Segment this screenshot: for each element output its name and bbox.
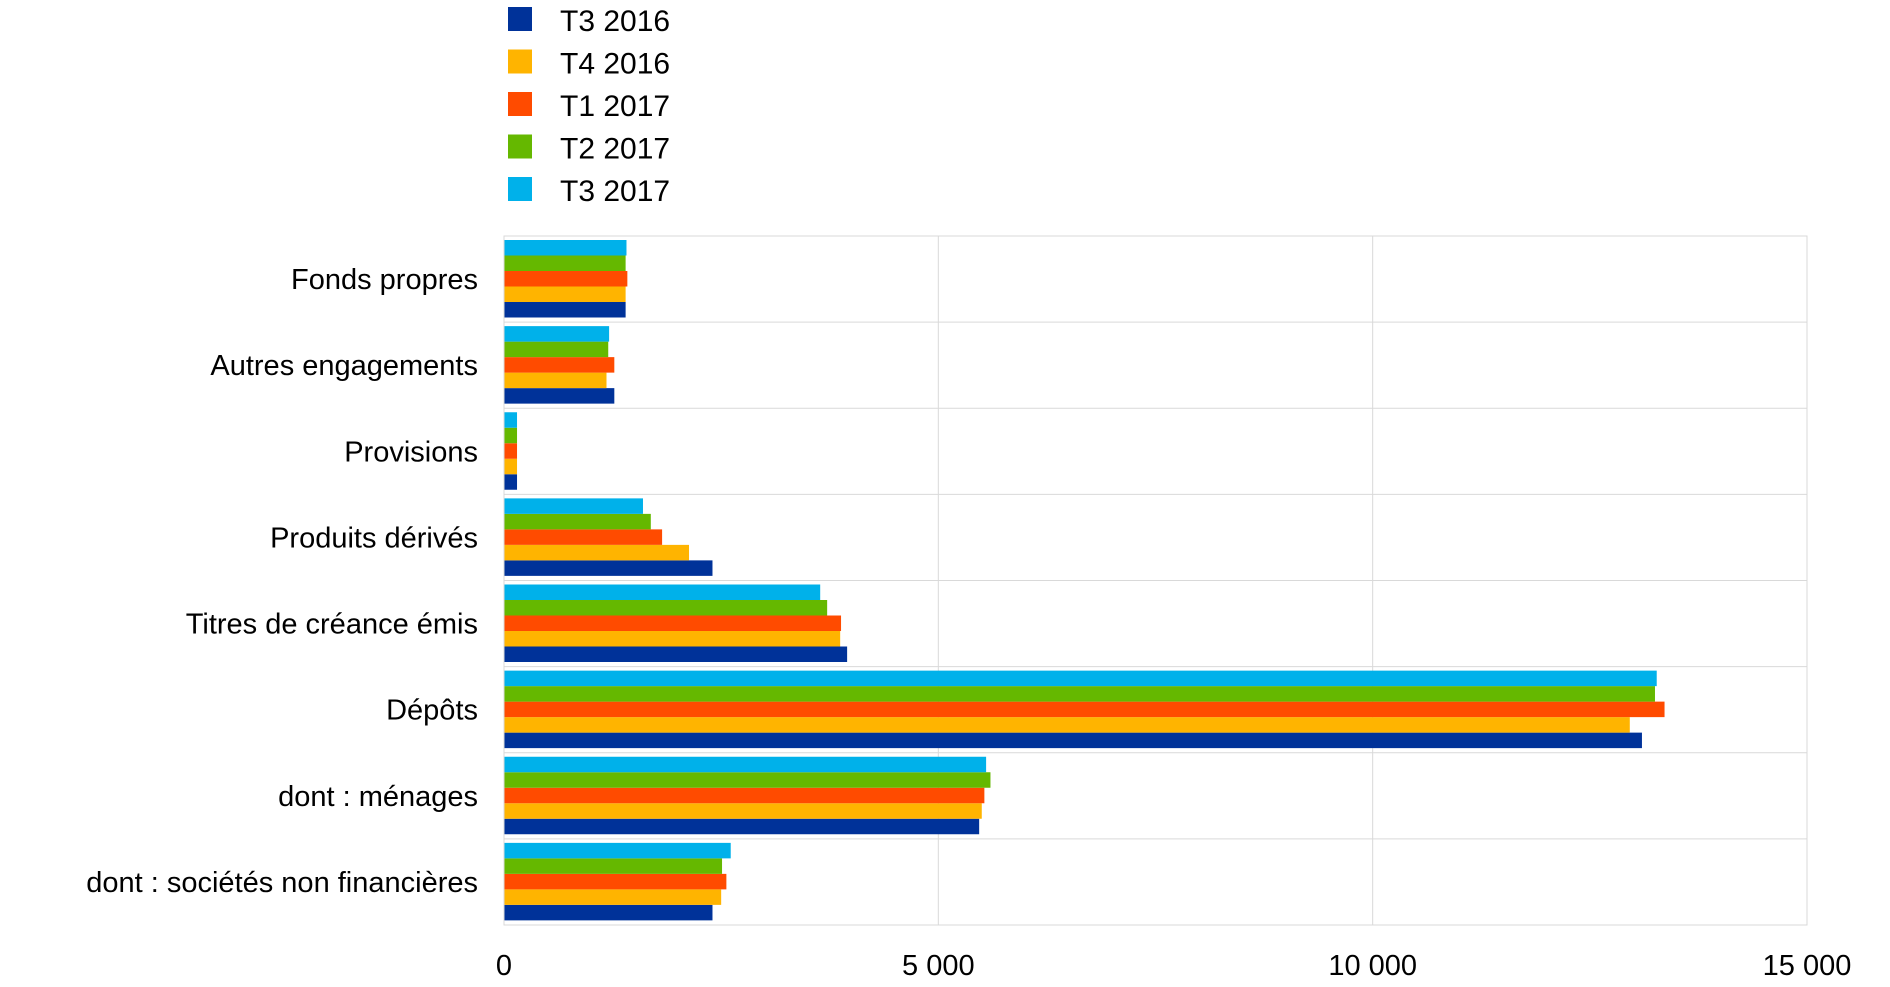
- bar: [504, 560, 713, 576]
- bar: [504, 732, 1642, 749]
- category-label: Titres de créance émis: [186, 609, 478, 641]
- bar: [504, 646, 848, 662]
- bar: [504, 889, 722, 905]
- bar: [504, 686, 1655, 702]
- bar: [504, 544, 690, 561]
- bar: [504, 412, 518, 428]
- bar: [504, 458, 518, 475]
- bar: [504, 701, 1665, 718]
- legend-label: T1 2017: [560, 90, 670, 123]
- legend-label: T4 2016: [560, 48, 670, 81]
- grid: [503, 235, 1808, 926]
- category-label: Provisions: [344, 436, 478, 468]
- legend-swatch: [508, 177, 532, 201]
- bar: [504, 600, 828, 616]
- bar: [504, 670, 1657, 687]
- bar: [504, 474, 518, 490]
- bar: [504, 443, 518, 459]
- category-label: Fonds propres: [291, 264, 478, 296]
- bar: [504, 873, 727, 890]
- bar: [504, 584, 821, 600]
- bar: [504, 341, 609, 358]
- bar: [504, 498, 643, 514]
- bar: [504, 772, 991, 788]
- bar: [504, 302, 626, 318]
- bar: [504, 240, 627, 256]
- bar: [504, 357, 615, 373]
- category-label: dont : sociétés non financières: [86, 867, 478, 899]
- legend-swatch: [508, 134, 532, 159]
- legend-swatch: [508, 92, 532, 116]
- bar: [504, 427, 518, 444]
- bar: [504, 631, 841, 647]
- category-label: dont : ménages: [278, 781, 478, 813]
- axes: Fonds propres Autres engagements Provision…: [86, 236, 1851, 982]
- legend-swatch: [508, 7, 532, 31]
- bar: [504, 787, 985, 804]
- bar: [504, 286, 626, 302]
- x-tick-label: 10 000: [1328, 950, 1417, 982]
- bar: [504, 255, 626, 271]
- bar: [504, 842, 731, 859]
- category-label: Autres engagements: [210, 350, 478, 382]
- bar: [504, 513, 651, 530]
- bar: [504, 818, 980, 835]
- legend-swatch: [508, 49, 532, 74]
- bar: [504, 615, 842, 631]
- bar: [504, 529, 663, 545]
- category-label: Produits dérivés: [270, 522, 478, 554]
- x-tick-label: 5 000: [902, 950, 975, 982]
- bar: [504, 756, 987, 773]
- legend-label: T2 2017: [560, 133, 670, 166]
- bar: [504, 388, 615, 404]
- x-tick-label: 0: [496, 950, 512, 982]
- bar: [504, 271, 628, 287]
- legend: T3 2016 T4 2016 T1 2017 T2 2017 T3 2017: [508, 5, 670, 208]
- bar: [504, 904, 713, 921]
- bar: [504, 858, 723, 874]
- bar: [504, 326, 610, 342]
- category-label: Dépôts: [386, 695, 478, 727]
- legend-label: T3 2017: [560, 175, 670, 208]
- bar: [504, 803, 982, 819]
- bars: [504, 240, 1665, 921]
- bar: [504, 717, 1630, 733]
- x-tick-label: 15 000: [1763, 950, 1852, 982]
- legend-label: T3 2016: [560, 5, 670, 38]
- bar: [504, 372, 607, 389]
